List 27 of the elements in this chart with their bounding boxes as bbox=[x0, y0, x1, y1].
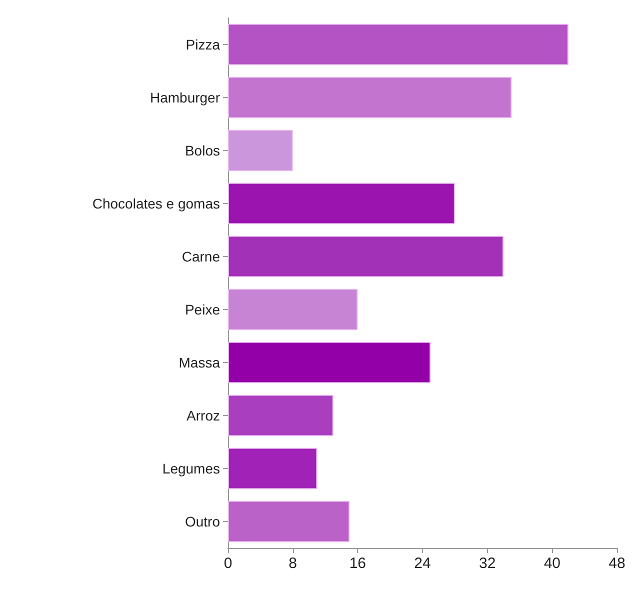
x-tick-label: 16 bbox=[349, 555, 366, 572]
y-tick-label: Legumes bbox=[162, 460, 220, 476]
bar bbox=[228, 448, 318, 490]
x-tick-label: 32 bbox=[478, 555, 496, 572]
x-tick-label: 24 bbox=[414, 555, 431, 572]
y-tick-label: Peixe bbox=[184, 302, 220, 318]
bar bbox=[228, 500, 350, 542]
y-tick-label: Chocolates e gomas bbox=[92, 196, 220, 212]
bar bbox=[228, 342, 431, 384]
bar bbox=[228, 288, 358, 330]
x-tick-label: 40 bbox=[544, 555, 561, 572]
bar bbox=[228, 236, 504, 278]
y-tick-label: Carne bbox=[182, 248, 220, 264]
bar bbox=[228, 76, 512, 118]
bar bbox=[228, 182, 455, 224]
y-tick-label: Arroz bbox=[186, 408, 220, 424]
x-tick-label: 0 bbox=[224, 555, 232, 572]
y-tick-label: Hamburger bbox=[150, 90, 220, 106]
bar bbox=[228, 24, 568, 66]
y-tick-label: Pizza bbox=[186, 36, 220, 52]
bar bbox=[228, 394, 334, 436]
x-tick-label: 8 bbox=[288, 555, 298, 572]
y-tick-label: Bolos bbox=[184, 142, 220, 158]
y-tick-label: Massa bbox=[178, 354, 220, 370]
bar bbox=[228, 130, 293, 172]
x-tick-label: 48 bbox=[608, 555, 626, 572]
y-tick-label: Outro bbox=[184, 514, 220, 530]
